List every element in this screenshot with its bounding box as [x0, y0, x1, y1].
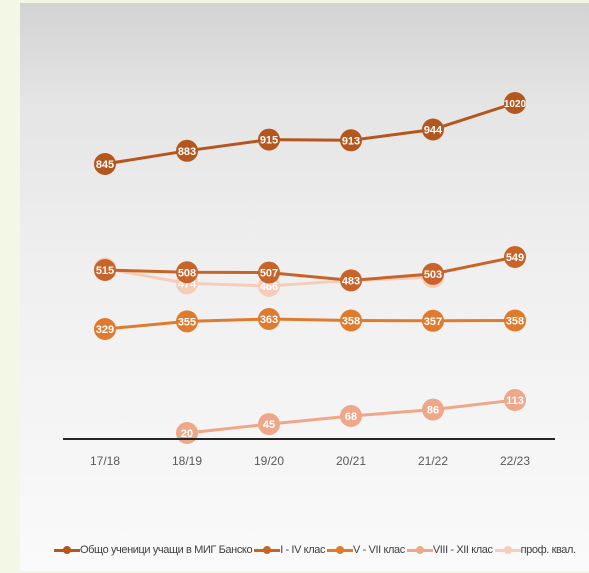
data-label: 68 — [345, 411, 357, 423]
legend-swatch — [54, 545, 80, 555]
data-label: 508 — [178, 267, 196, 279]
data-label: 329 — [96, 324, 114, 336]
data-label: 357 — [424, 316, 442, 328]
data-label: 944 — [424, 125, 443, 137]
data-label: 358 — [342, 316, 360, 328]
data-label: 355 — [178, 316, 196, 328]
legend-label: VIII - XII клас — [432, 544, 493, 556]
legend-item-4: VIII - XII клас — [406, 544, 493, 556]
x-tick-label: 22/23 — [500, 454, 530, 468]
data-label: 913 — [342, 135, 360, 147]
data-point — [340, 405, 362, 427]
data-point — [504, 246, 526, 268]
legend-swatch — [327, 545, 354, 555]
series-line — [104, 317, 516, 331]
legend-item-5: проф. квал. — [494, 544, 576, 556]
series-2: 515 508 507 483 503 549 — [94, 246, 526, 292]
data-point — [94, 153, 116, 175]
data-point — [504, 389, 526, 411]
x-tick-label: 17/18 — [90, 454, 120, 468]
data-point — [176, 261, 198, 284]
data-point — [176, 310, 198, 333]
data-point — [258, 308, 280, 330]
legend-label: V - VII клас — [353, 544, 405, 556]
data-point — [504, 309, 526, 332]
data-point — [422, 262, 444, 285]
data-label: 915 — [260, 135, 278, 147]
data-label: 113 — [506, 395, 524, 407]
legend-swatch — [406, 545, 433, 555]
data-label: 549 — [506, 252, 524, 264]
data-point — [176, 139, 198, 162]
data-point — [422, 309, 444, 332]
legend: Общо ученици учащи в МИГ Банско I - IV кл… — [54, 544, 589, 556]
legend-swatch — [254, 545, 281, 555]
legend-label: I - IV клас — [280, 544, 326, 556]
data-label: 20 — [181, 428, 193, 440]
data-label: 845 — [96, 159, 114, 171]
data-point — [94, 318, 116, 340]
data-label: 358 — [506, 316, 524, 328]
series-line — [104, 101, 516, 166]
legend-item-1: Общо ученици учащи в МИГ Банско — [54, 544, 253, 556]
x-tick-label: 19/20 — [254, 454, 284, 468]
data-point — [422, 398, 444, 421]
chart-panel: 5194744664834932045688611332935536335835… — [20, 3, 589, 571]
data-point — [94, 259, 116, 281]
data-point — [340, 269, 362, 292]
data-point — [504, 92, 526, 114]
data-point — [340, 129, 362, 152]
legend-item-2: I - IV клас — [254, 544, 325, 556]
legend-swatch — [494, 545, 521, 555]
series-line — [104, 255, 516, 282]
x-tick-label: 21/22 — [418, 454, 448, 468]
series-4: 20 45 68 86 113 — [176, 389, 526, 444]
data-label: 1020 — [504, 99, 527, 110]
data-label: 363 — [260, 314, 278, 326]
series-3: 329 355 363 358 357 358 — [94, 308, 526, 340]
data-label: 466 — [260, 281, 278, 293]
data-point — [340, 309, 362, 332]
data-label: 45 — [263, 419, 275, 431]
data-label: 86 — [427, 405, 439, 417]
legend-label: проф. квал. — [520, 544, 576, 556]
x-tick-label: 18/19 — [172, 454, 202, 468]
data-point — [258, 261, 280, 284]
data-label: 483 — [342, 275, 360, 287]
data-label: 515 — [96, 265, 114, 277]
series-1: 845 883 915 913 944 1020 — [94, 92, 527, 175]
data-point — [258, 128, 280, 151]
legend-label: Общо ученици учащи в МИГ Банско — [80, 544, 253, 556]
line-chart: 5194744664834932045688611332935536335835… — [63, 92, 555, 468]
data-label: 503 — [424, 269, 442, 281]
legend-item-3: V - VII клас — [327, 544, 405, 556]
data-label: 507 — [260, 268, 278, 280]
data-label: 883 — [178, 146, 196, 158]
data-point — [422, 118, 444, 141]
data-point — [258, 413, 280, 436]
x-tick-label: 20/21 — [336, 454, 366, 468]
